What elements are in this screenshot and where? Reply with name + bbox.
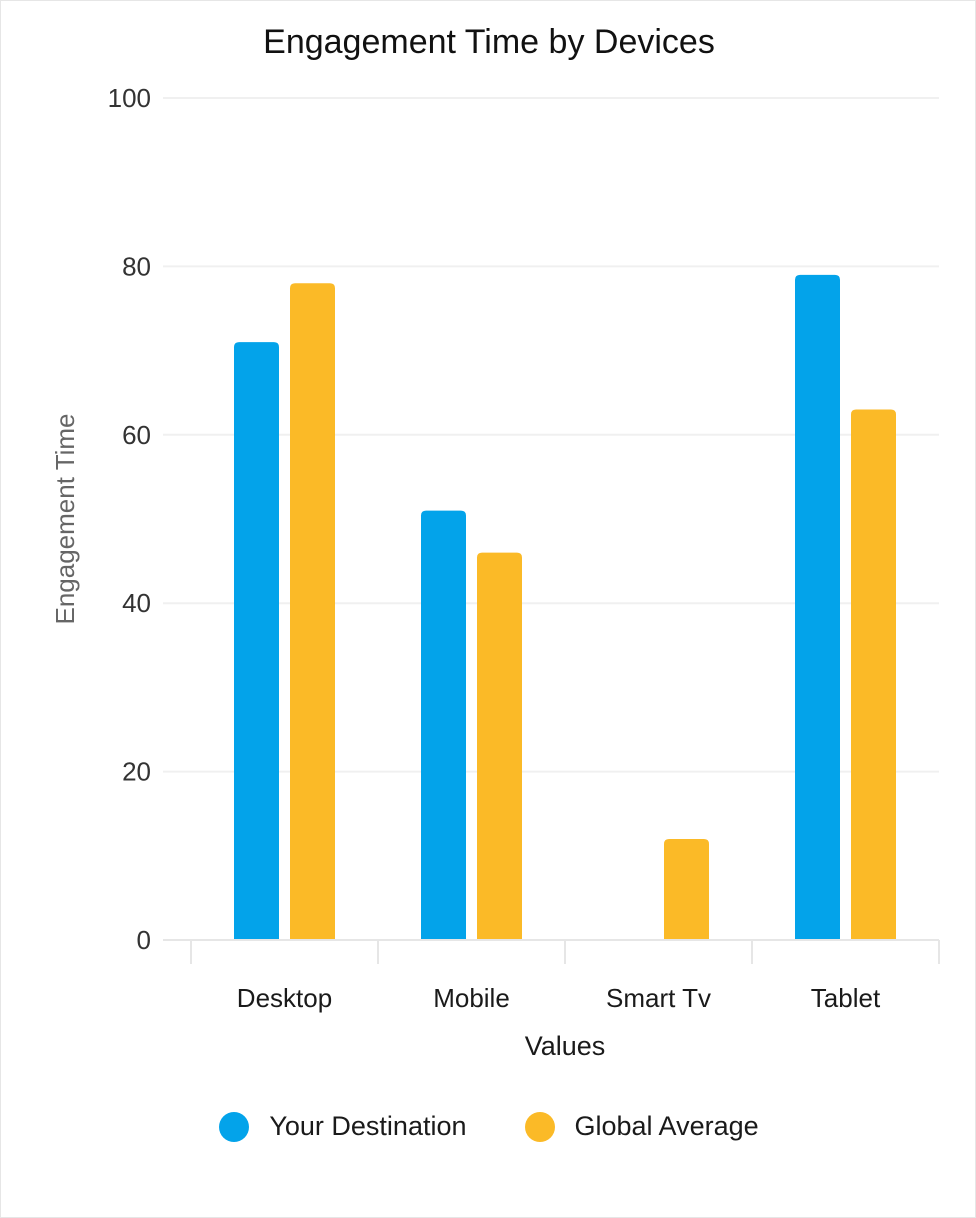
bar-tablet-series-1	[851, 409, 896, 940]
legend: Your Destination Global Average	[1, 1111, 976, 1142]
y-axis-title: Engagement Time	[50, 413, 80, 624]
y-tick-label: 20	[122, 757, 151, 787]
bar-mobile-series-1	[477, 552, 522, 940]
legend-swatch	[219, 1111, 250, 1142]
legend-label: Your Destination	[269, 1111, 467, 1141]
legend-item: Global Average	[524, 1111, 759, 1142]
bar-desktop-series-1	[290, 283, 335, 940]
legend-swatch	[524, 1111, 555, 1142]
x-category-label: Mobile	[433, 983, 510, 1013]
x-category-label: Smart Tv	[606, 983, 711, 1013]
bar-chart: 0 20 40 60 80 100 Desktop Mobile Smart Tv Tablet…	[50, 83, 940, 1061]
x-axis: Desktop Mobile Smart Tv Tablet	[163, 939, 940, 1013]
bar-tablet-series-0	[795, 274, 840, 940]
bar-desktop-series-0	[234, 342, 279, 940]
y-tick-label: 80	[122, 251, 151, 281]
y-axis-ticks: 0 20 40 60 80 100	[108, 83, 151, 955]
legend-item: Your Destination	[219, 1111, 467, 1142]
y-tick-label: 60	[122, 420, 151, 450]
bars	[234, 274, 896, 940]
bar-mobile-series-0	[421, 510, 466, 940]
x-category-label: Tablet	[811, 983, 881, 1013]
legend-label: Global Average	[574, 1111, 759, 1141]
y-tick-label: 0	[137, 925, 151, 955]
y-tick-label: 40	[122, 588, 151, 618]
y-tick-label: 100	[108, 83, 151, 113]
x-category-label: Desktop	[237, 983, 332, 1013]
x-axis-title: Values	[525, 1031, 606, 1061]
bar-smart-tv-series-1	[664, 838, 709, 940]
chart-title: Engagement Time by Devices	[263, 23, 715, 61]
